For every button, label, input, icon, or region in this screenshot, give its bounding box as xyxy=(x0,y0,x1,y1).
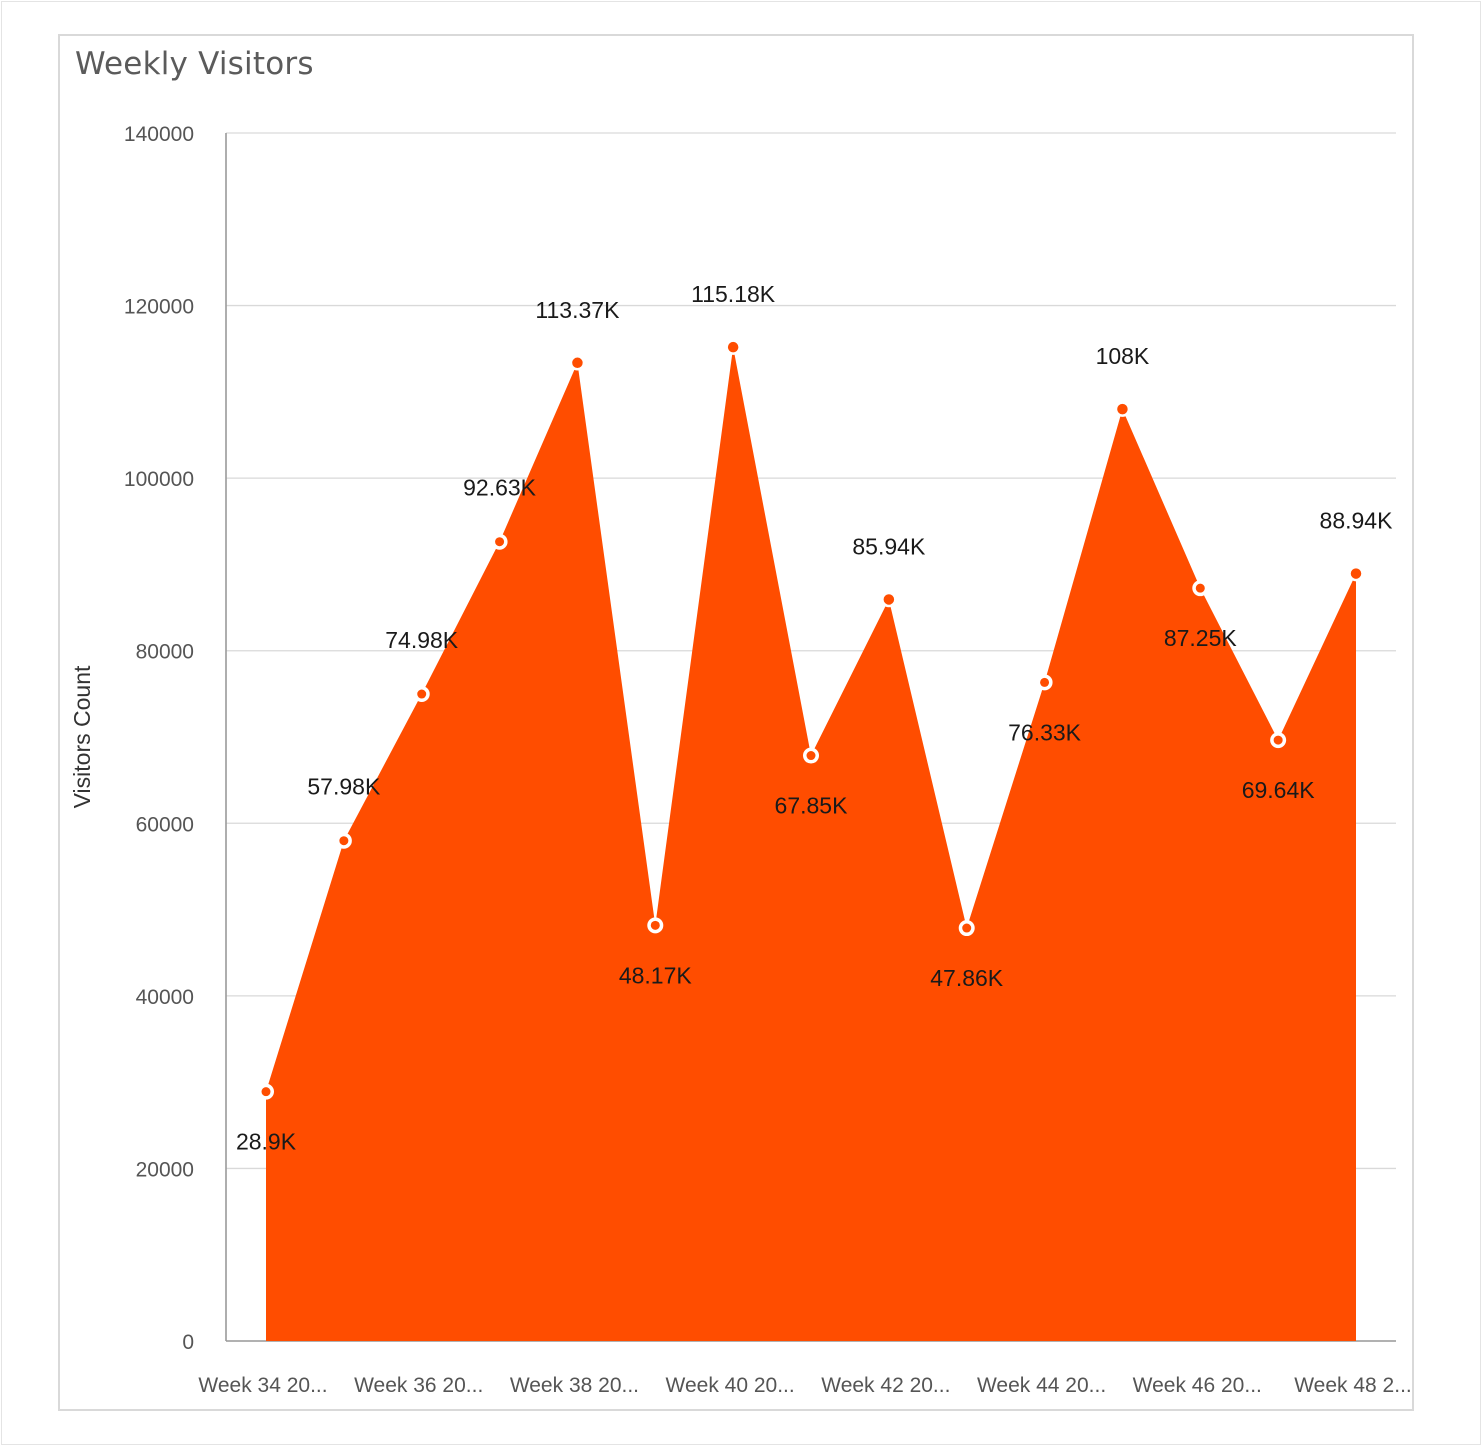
data-point-marker-core xyxy=(806,751,816,761)
x-tick-label: Week 34 20... xyxy=(198,1374,327,1397)
x-tick-label: Week 48 2... xyxy=(1294,1374,1412,1397)
data-point-marker-core xyxy=(962,923,972,933)
data-point-marker-core xyxy=(339,836,349,846)
x-tick-label: Week 38 20... xyxy=(510,1374,639,1397)
data-label: 57.98K xyxy=(307,774,381,800)
x-tick-label: Week 46 20... xyxy=(1133,1374,1262,1397)
chart-title: Weekly Visitors xyxy=(75,46,314,82)
data-label: 115.18K xyxy=(691,281,776,307)
data-markers xyxy=(258,339,1364,1100)
data-label: 74.98K xyxy=(385,627,459,653)
data-label: 69.64K xyxy=(1242,777,1316,803)
data-point-marker-core xyxy=(650,920,660,930)
y-tick-label: 40000 xyxy=(136,986,194,1009)
data-label: 92.63K xyxy=(463,475,537,501)
data-point-marker[interactable] xyxy=(1114,401,1131,417)
x-tick-label: Week 44 20... xyxy=(977,1374,1106,1397)
y-tick-label: 20000 xyxy=(136,1158,194,1181)
area-fill xyxy=(266,347,1356,1341)
data-label: 85.94K xyxy=(852,533,926,559)
data-label: 67.85K xyxy=(775,793,849,819)
data-label: 48.17K xyxy=(619,962,693,988)
data-point-marker[interactable] xyxy=(1348,565,1364,582)
data-label: 87.25K xyxy=(1164,625,1238,651)
data-label: 47.86K xyxy=(930,965,1004,991)
data-label: 108K xyxy=(1096,343,1150,369)
data-point-marker[interactable] xyxy=(881,591,897,608)
data-point-marker-core xyxy=(1273,735,1283,745)
y-tick-label: 0 xyxy=(182,1331,194,1354)
x-axis-ticks: Week 34 20... Week 36 20... Week 38 20... W… xyxy=(198,1374,1411,1397)
data-point-marker[interactable] xyxy=(725,339,741,355)
data-point-marker-core xyxy=(495,537,505,547)
data-label: 76.33K xyxy=(1008,719,1082,745)
data-label: 113.37K xyxy=(535,297,620,323)
data-label: 28.9K xyxy=(236,1129,297,1155)
x-tick-label: Week 36 20... xyxy=(354,1374,483,1397)
y-axis-ticks: 0 20000 40000 60000 80000 100000 120000 140000 xyxy=(124,123,194,1354)
area-series xyxy=(266,347,1356,1341)
data-point-marker-core xyxy=(261,1087,271,1097)
y-tick-label: 140000 xyxy=(124,123,194,146)
y-tick-label: 60000 xyxy=(136,813,194,836)
x-tick-label: Week 42 20... xyxy=(821,1374,950,1397)
data-labels: 28.9K 57.98K 74.98K 92.63K 113.37K 48.17K 115.… xyxy=(236,281,1393,1154)
x-tick-label: Week 40 20... xyxy=(666,1374,795,1397)
y-tick-label: 120000 xyxy=(124,296,194,319)
y-axis-title: Visitors Count xyxy=(69,665,95,808)
data-point-marker-core xyxy=(417,689,427,699)
data-point-marker[interactable] xyxy=(569,355,586,371)
y-tick-label: 80000 xyxy=(136,641,194,664)
data-point-marker-core xyxy=(1040,677,1050,687)
y-tick-label: 100000 xyxy=(124,468,194,491)
data-label: 88.94K xyxy=(1320,508,1394,534)
data-point-marker-core xyxy=(1195,583,1205,593)
